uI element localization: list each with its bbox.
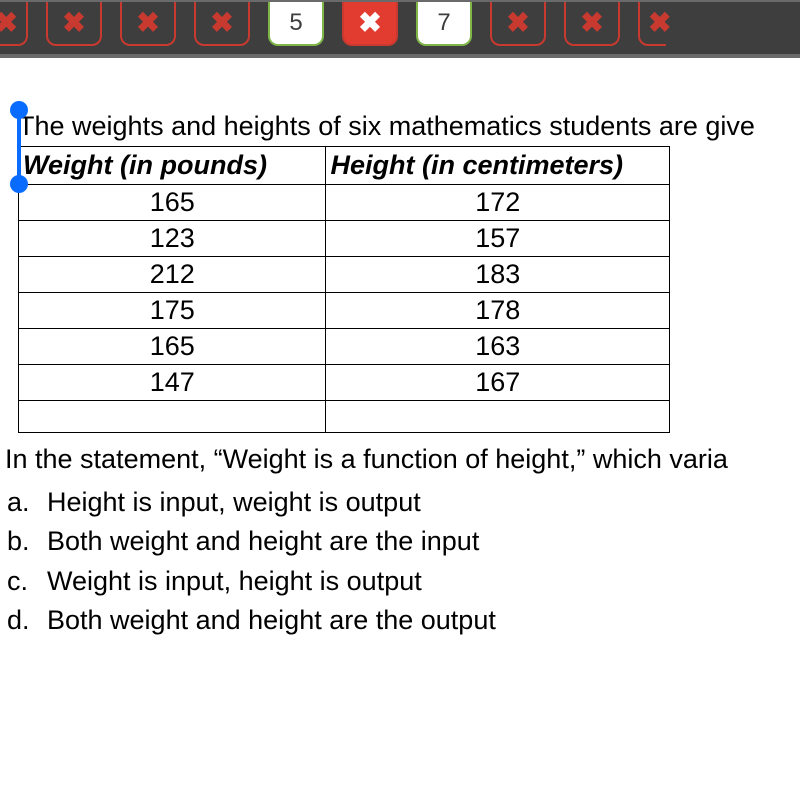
cell-height: 157 — [326, 221, 670, 257]
cell-height: 163 — [326, 329, 670, 365]
option-b[interactable]: b. Both weight and height are the input — [5, 522, 800, 561]
nav-tab-7[interactable]: 7 — [416, 2, 472, 46]
option-c[interactable]: c. Weight is input, height is output — [5, 562, 800, 601]
cell-height: 178 — [326, 293, 670, 329]
x-icon: ✖ — [358, 9, 381, 37]
nav-tab-3[interactable]: ✖ — [120, 2, 176, 46]
cell-weight: 147 — [19, 365, 326, 401]
x-icon: ✖ — [136, 9, 159, 37]
col-header-height: Height (in centimeters) — [326, 147, 670, 185]
data-table: Weight (in pounds) Height (in centimeter… — [18, 146, 670, 433]
option-text: Both weight and height are the input — [47, 522, 479, 561]
x-icon: ✖ — [648, 9, 671, 37]
cell-empty — [326, 401, 670, 433]
selection-handle-bottom[interactable] — [10, 175, 28, 193]
cell-weight: 165 — [19, 329, 326, 365]
table-header-row: Weight (in pounds) Height (in centimeter… — [19, 147, 670, 185]
nav-tab-2[interactable]: ✖ — [46, 2, 102, 46]
x-icon: ✖ — [62, 9, 85, 37]
cell-height: 183 — [326, 257, 670, 293]
option-text: Weight is input, height is output — [47, 562, 422, 601]
table-row: 147167 — [19, 365, 670, 401]
option-letter: c. — [5, 562, 47, 601]
selection-caret-bar — [17, 114, 21, 178]
x-icon: ✖ — [580, 9, 603, 37]
table-row: 123157 — [19, 221, 670, 257]
nav-tab-8[interactable]: ✖ — [490, 2, 546, 46]
cell-weight: 123 — [19, 221, 326, 257]
table-row: 212183 — [19, 257, 670, 293]
option-letter: b. — [5, 522, 47, 561]
option-letter: a. — [5, 483, 47, 522]
table-row: 165172 — [19, 185, 670, 221]
prompt-text: The weights and heights of six mathemati… — [18, 108, 800, 144]
option-a[interactable]: a. Height is input, weight is output — [5, 483, 800, 522]
cell-weight: 175 — [19, 293, 326, 329]
cell-weight: 165 — [19, 185, 326, 221]
cell-empty — [19, 401, 326, 433]
question-content: The weights and heights of six mathemati… — [0, 58, 800, 640]
col-header-weight: Weight (in pounds) — [19, 147, 326, 185]
answer-options: a. Height is input, weight is output b. … — [5, 483, 800, 640]
question-nav-bar: ✖ ✖ ✖ ✖ 5 ✖ 7 ✖ ✖ ✖ — [0, 0, 800, 58]
tab-number: 5 — [289, 9, 302, 37]
nav-tab-5[interactable]: 5 — [268, 2, 324, 46]
cell-height: 172 — [326, 185, 670, 221]
option-text: Height is input, weight is output — [47, 483, 421, 522]
nav-tab-4[interactable]: ✖ — [194, 2, 250, 46]
tab-number: 7 — [437, 9, 450, 37]
nav-tab-1[interactable]: ✖ — [0, 2, 28, 46]
option-d[interactable]: d. Both weight and height are the output — [5, 601, 800, 640]
nav-tab-10[interactable]: ✖ — [638, 2, 666, 46]
x-icon: ✖ — [210, 9, 233, 37]
table-row: 175178 — [19, 293, 670, 329]
table-row: 165163 — [19, 329, 670, 365]
nav-tab-9[interactable]: ✖ — [564, 2, 620, 46]
option-text: Both weight and height are the output — [47, 601, 496, 640]
option-letter: d. — [5, 601, 47, 640]
cell-height: 167 — [326, 365, 670, 401]
x-icon: ✖ — [0, 9, 18, 37]
nav-tab-6-current[interactable]: ✖ — [342, 2, 398, 46]
x-icon: ✖ — [506, 9, 529, 37]
cell-weight: 212 — [19, 257, 326, 293]
table-row-empty — [19, 401, 670, 433]
question-text: In the statement, “Weight is a function … — [5, 441, 800, 479]
